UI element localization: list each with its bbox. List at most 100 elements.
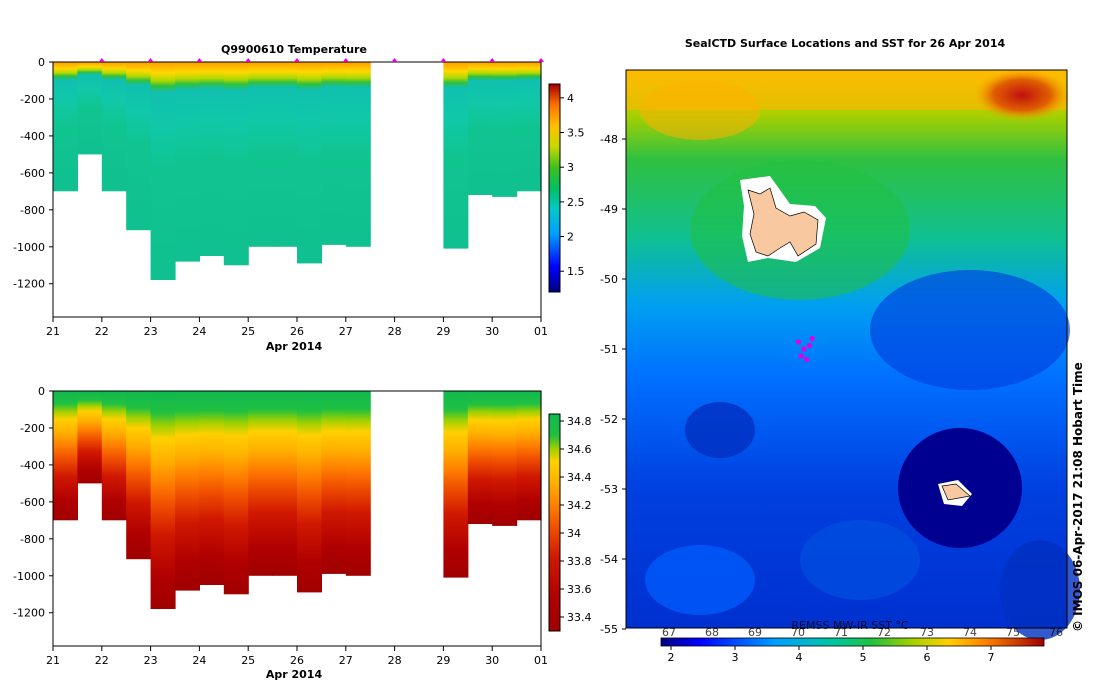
salinity-profiles <box>53 391 542 609</box>
profile-column <box>248 391 274 576</box>
sst-top-tick-label: 71 <box>834 626 848 639</box>
lat-tick-label: -53 <box>600 483 618 496</box>
profile-column <box>175 62 200 262</box>
temperature-profiles <box>53 62 542 280</box>
x-tick-label: 26 <box>290 325 304 338</box>
sst-top-tick-label: 67 <box>662 626 676 639</box>
salinity-xlabel: Apr 2014 <box>266 668 323 681</box>
lat-tick-label: -54 <box>600 553 618 566</box>
profile-column <box>126 62 152 231</box>
profile-marker <box>489 58 496 62</box>
cb-tick-label: 2 <box>567 231 574 244</box>
seal-location-point <box>795 339 802 345</box>
profile-column <box>77 62 103 155</box>
lat-tick-label: -49 <box>600 203 618 216</box>
profile-column <box>77 391 103 484</box>
sst-top-tick-label: 72 <box>877 626 891 639</box>
x-tick-label: 30 <box>485 654 499 667</box>
y-tick-label: -1000 <box>13 241 45 254</box>
y-tick-label: -200 <box>20 422 45 435</box>
y-tick-label: -400 <box>20 459 45 472</box>
sst-cold-patch-1 <box>870 270 1070 390</box>
profile-column <box>297 391 322 593</box>
island-shape <box>747 187 819 257</box>
x-tick-label: 30 <box>485 325 499 338</box>
sst-top-tick-label: 73 <box>920 626 934 639</box>
x-tick-label: 24 <box>192 654 206 667</box>
y-tick-label: -1200 <box>13 278 45 291</box>
sst-warm-patch <box>640 80 760 140</box>
sst-top-tick-label: 76 <box>1049 626 1063 639</box>
profile-column <box>516 391 542 521</box>
x-tick-label: 26 <box>290 654 304 667</box>
lat-tick-label: -50 <box>600 273 618 286</box>
profile-column <box>345 391 371 576</box>
sst-top-tick-label: 70 <box>791 626 805 639</box>
y-tick-label: -600 <box>20 167 45 180</box>
x-tick-label: 24 <box>192 325 206 338</box>
y-tick-label: -800 <box>20 204 45 217</box>
cb-tick-label: 33.6 <box>567 583 592 596</box>
temperature-x-axis: 21 22 23 24 25 26 27 28 29 30 01 <box>46 317 548 338</box>
sst-top-tick-label: 74 <box>963 626 977 639</box>
sst-colorbar <box>660 637 1045 647</box>
profile-column <box>443 62 469 249</box>
profile-marker <box>147 58 154 62</box>
cb-tick-label: 33.4 <box>567 611 592 624</box>
sst-cold-patch-4 <box>800 520 920 600</box>
salinity-y-axis: 0 -200 -400 -600 -800 -1000 -1200 <box>13 385 53 620</box>
lat-tick-label: -51 <box>600 343 618 356</box>
profile-marker <box>391 58 398 62</box>
cb-tick-label: 34.4 <box>567 471 592 484</box>
y-tick-label: -600 <box>20 496 45 509</box>
x-tick-label: 27 <box>339 325 353 338</box>
salinity-x-axis: 21 22 23 24 25 26 27 28 29 30 01 <box>46 646 548 667</box>
imos-stamp: © IMOS 06-Apr-2017 21:08 Hobart Time <box>1071 362 1085 632</box>
profile-marker <box>342 58 349 62</box>
lat-tick-label: -55 <box>600 623 618 636</box>
temperature-title: Q9900610 Temperature <box>221 43 367 56</box>
profile-column <box>53 62 78 192</box>
profile-column <box>223 62 249 266</box>
temperature-y-axis: 0 -200 -400 -600 -800 -1000 -1200 <box>13 56 53 291</box>
cb-tick-label: 3 <box>567 161 574 174</box>
sst-cold-patch-6 <box>645 545 755 615</box>
y-tick-label: -400 <box>20 130 45 143</box>
seal-location-point <box>798 353 804 359</box>
profile-column <box>248 62 274 247</box>
sst-bottom-tick-label: 5 <box>860 651 867 664</box>
temperature-colorbar <box>548 83 561 293</box>
sst-cold-patch-3 <box>1000 540 1080 640</box>
x-tick-label: 01 <box>534 654 548 667</box>
x-tick-label: 22 <box>95 325 109 338</box>
map-y-axis: -48 -49 -50 -51 -52 -53 -54 -55 <box>600 133 626 636</box>
sst-cold-patch-5 <box>685 402 755 458</box>
sst-colorbar-bottom-ticks: 2 3 4 5 6 7 <box>668 646 995 664</box>
sst-bottom-tick-label: 6 <box>924 651 931 664</box>
profile-marker <box>245 58 252 62</box>
x-tick-label: 25 <box>241 654 255 667</box>
profile-column <box>443 391 469 578</box>
salinity-panel: 0 -200 -400 -600 -800 -1000 -1200 21 22 23 24 25 26… <box>13 385 591 681</box>
profile-column <box>516 62 542 192</box>
cb-tick-label: 3.5 <box>567 127 585 140</box>
profile-column <box>199 391 225 585</box>
profile-column <box>272 62 298 247</box>
sst-bottom-tick-label: 4 <box>796 651 803 664</box>
sst-bottom-tick-label: 3 <box>732 651 739 664</box>
x-tick-label: 27 <box>339 654 353 667</box>
sst-bottom-tick-label: 2 <box>668 651 675 664</box>
profile-column <box>199 62 225 256</box>
x-tick-label: 23 <box>144 325 158 338</box>
salinity-colorbar-ticks: 34.8 34.6 34.4 34.2 34 33.8 33.6 33.4 <box>560 415 592 624</box>
profile-column <box>492 62 518 197</box>
sst-top-tick-label: 68 <box>705 626 719 639</box>
temperature-xlabel: Apr 2014 <box>266 340 323 353</box>
sst-top-tick-label: 69 <box>748 626 762 639</box>
cb-tick-label: 2.5 <box>567 196 585 209</box>
cb-tick-label: 4 <box>567 92 574 105</box>
seal-location-point <box>801 346 807 352</box>
profile-column <box>492 391 518 526</box>
cb-tick-label: 34.2 <box>567 499 592 512</box>
